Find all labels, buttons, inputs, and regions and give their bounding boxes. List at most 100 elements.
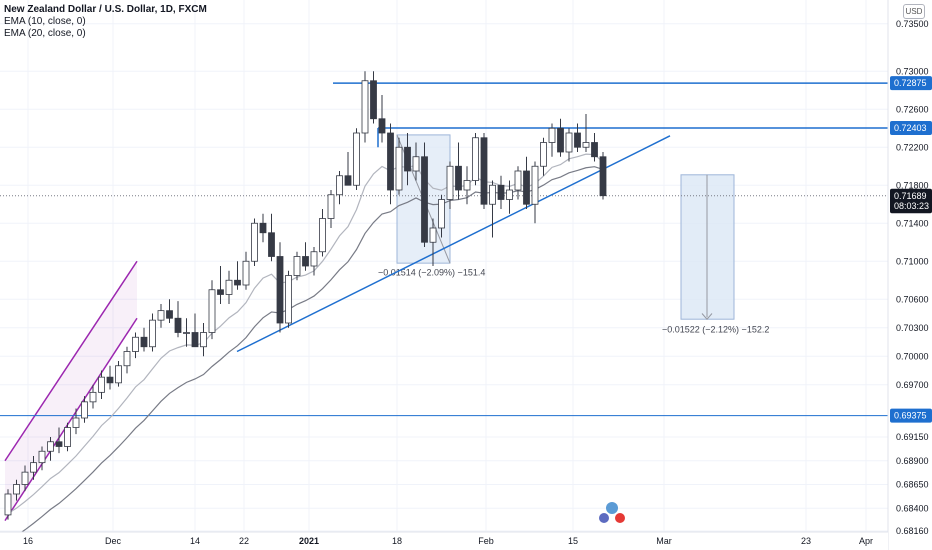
candle (123, 346, 131, 374)
candle-body (412, 156, 420, 172)
candle (540, 137, 547, 176)
ema10-label: EMA (10, close, 0) (4, 16, 86, 27)
candle-body (582, 142, 590, 148)
candle (336, 171, 343, 205)
event-icon (615, 513, 625, 523)
currency-button[interactable]: USD (903, 4, 925, 19)
candle-body (429, 227, 437, 243)
candle-body (55, 441, 63, 447)
candle-body (47, 441, 54, 452)
candle-body (30, 462, 37, 473)
candle (599, 152, 607, 200)
price-tag: 0.72403 (894, 123, 927, 133)
candle (242, 251, 250, 290)
candle (344, 152, 352, 186)
price-tick-label: 0.68900 (896, 456, 929, 466)
candle (591, 133, 598, 162)
candle (4, 489, 12, 520)
candle (387, 123, 394, 205)
candle-body (591, 142, 598, 158)
candle-body (140, 336, 148, 348)
candle-body (183, 332, 190, 334)
time-tick-label: Feb (478, 536, 494, 546)
candle-body (251, 222, 258, 262)
last-price-tag: 0.71689 (894, 191, 927, 201)
time-tick-label: 16 (23, 536, 33, 546)
candle-body (361, 80, 369, 134)
candle-body (166, 310, 173, 319)
candle (582, 114, 590, 152)
candle-body (285, 275, 292, 324)
candle-body (353, 132, 360, 186)
candle-body (455, 165, 462, 191)
candle-body (98, 376, 105, 393)
channel-fill (5, 261, 137, 521)
candle-body (565, 132, 573, 153)
price-tag-bg (890, 408, 932, 423)
candle-body (268, 232, 275, 257)
candle-body (149, 319, 156, 348)
candle (412, 142, 420, 181)
candle-body (557, 127, 564, 153)
candle-body (421, 156, 428, 243)
measure-arrow-head-2 (701, 313, 713, 320)
time-tick-label: 14 (190, 536, 200, 546)
candle (64, 422, 71, 452)
candle (166, 299, 173, 323)
candle-body (523, 170, 530, 205)
candle (72, 408, 80, 435)
candle (30, 456, 37, 480)
candle (353, 128, 360, 190)
candle-body (276, 256, 284, 324)
time-axis-bg (0, 532, 888, 550)
price-tag-bg (890, 120, 932, 135)
ascending-trendline (236, 135, 671, 353)
candle (200, 323, 207, 357)
candle-body (89, 391, 97, 403)
candle-body (404, 146, 411, 172)
candle-body (387, 132, 394, 191)
time-tick-label: 2021 (299, 536, 319, 546)
candle (140, 327, 148, 352)
candle-body (259, 222, 267, 234)
countdown-tag-bg (890, 199, 932, 214)
price-tick-label: 0.68400 (896, 503, 929, 513)
price-tag-bg (890, 76, 932, 91)
candle (157, 304, 165, 328)
chart-legend: New Zealand Dollar / U.S. Dollar, 1D, FX… (4, 4, 207, 40)
candle-body (540, 142, 547, 167)
candle-body (293, 256, 301, 276)
candle (47, 437, 54, 461)
candle (455, 142, 462, 200)
event-icon (599, 513, 609, 523)
candle-body (446, 165, 454, 200)
candle (293, 251, 301, 281)
channel-upper-line (4, 260, 138, 462)
candle (183, 318, 190, 347)
price-tag: 0.69375 (894, 411, 927, 421)
candle-body (132, 336, 139, 352)
candle-body (395, 146, 403, 191)
candle (531, 161, 539, 224)
candle (463, 166, 471, 205)
candle-body (599, 156, 607, 197)
candle (285, 270, 292, 328)
candle-body (157, 310, 165, 321)
ema20-label: EMA (20, close, 0) (4, 28, 86, 39)
measure-text-1: −0.01514 (−2.09%) −151.4 (378, 268, 485, 278)
candle (302, 242, 309, 271)
candle (421, 142, 428, 247)
price-tick-label: 0.70600 (896, 294, 929, 304)
time-tick-label: Mar (656, 536, 672, 546)
candle-body (480, 137, 488, 205)
event-icon (606, 502, 618, 514)
candle (55, 427, 63, 454)
time-tick-label: Apr (859, 536, 873, 546)
candle-body (378, 118, 386, 134)
candle-body (200, 332, 207, 348)
candle-body (64, 427, 71, 447)
candle (378, 95, 386, 143)
candle-body (208, 289, 216, 333)
candle-body (106, 376, 114, 384)
